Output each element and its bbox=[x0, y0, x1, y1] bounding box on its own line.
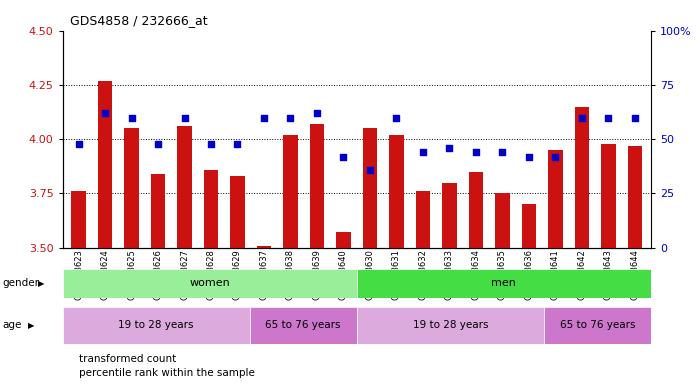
Point bbox=[100, 110, 111, 116]
Bar bbox=[250, 307, 356, 344]
Point bbox=[497, 149, 508, 155]
Point bbox=[232, 141, 243, 147]
Bar bbox=[124, 128, 139, 248]
Text: gender: gender bbox=[2, 278, 39, 288]
Bar bbox=[628, 146, 642, 248]
Point bbox=[258, 114, 269, 121]
Text: transformed count: transformed count bbox=[79, 354, 176, 364]
Bar bbox=[416, 191, 430, 248]
Point bbox=[73, 141, 84, 147]
Point bbox=[365, 167, 376, 173]
Bar bbox=[356, 269, 651, 298]
Bar bbox=[63, 307, 250, 344]
Bar bbox=[521, 204, 536, 248]
Point bbox=[126, 114, 137, 121]
Text: 65 to 76 years: 65 to 76 years bbox=[560, 320, 635, 331]
Text: men: men bbox=[491, 278, 516, 288]
Text: women: women bbox=[189, 278, 230, 288]
Bar bbox=[257, 245, 271, 248]
Bar bbox=[548, 150, 562, 248]
Bar bbox=[363, 128, 377, 248]
Point bbox=[418, 149, 429, 155]
Point bbox=[470, 149, 482, 155]
Text: ▶: ▶ bbox=[28, 321, 34, 330]
Bar bbox=[97, 81, 112, 248]
Point bbox=[179, 114, 190, 121]
Point bbox=[576, 114, 587, 121]
Point bbox=[205, 141, 216, 147]
Point bbox=[550, 154, 561, 160]
Text: ▶: ▶ bbox=[38, 279, 45, 288]
Bar bbox=[495, 194, 509, 248]
Bar bbox=[356, 307, 544, 344]
Point bbox=[603, 114, 614, 121]
Bar bbox=[204, 170, 219, 248]
Text: percentile rank within the sample: percentile rank within the sample bbox=[79, 368, 255, 378]
Bar bbox=[544, 307, 651, 344]
Bar bbox=[310, 124, 324, 248]
Bar bbox=[177, 126, 192, 248]
Point bbox=[152, 141, 164, 147]
Bar bbox=[63, 269, 356, 298]
Bar bbox=[442, 183, 457, 248]
Point bbox=[391, 114, 402, 121]
Point bbox=[523, 154, 535, 160]
Bar bbox=[151, 174, 165, 248]
Bar bbox=[71, 191, 86, 248]
Point bbox=[338, 154, 349, 160]
Text: 19 to 28 years: 19 to 28 years bbox=[118, 320, 194, 331]
Point bbox=[311, 110, 322, 116]
Text: age: age bbox=[2, 320, 22, 331]
Bar bbox=[601, 144, 616, 248]
Bar bbox=[575, 107, 590, 248]
Text: 19 to 28 years: 19 to 28 years bbox=[413, 320, 488, 331]
Bar bbox=[468, 172, 483, 248]
Point bbox=[285, 114, 296, 121]
Point bbox=[444, 145, 455, 151]
Text: 65 to 76 years: 65 to 76 years bbox=[265, 320, 341, 331]
Point bbox=[629, 114, 640, 121]
Text: GDS4858 / 232666_at: GDS4858 / 232666_at bbox=[70, 14, 207, 27]
Bar bbox=[336, 232, 351, 248]
Bar bbox=[389, 135, 404, 248]
Bar bbox=[283, 135, 298, 248]
Bar bbox=[230, 176, 245, 248]
